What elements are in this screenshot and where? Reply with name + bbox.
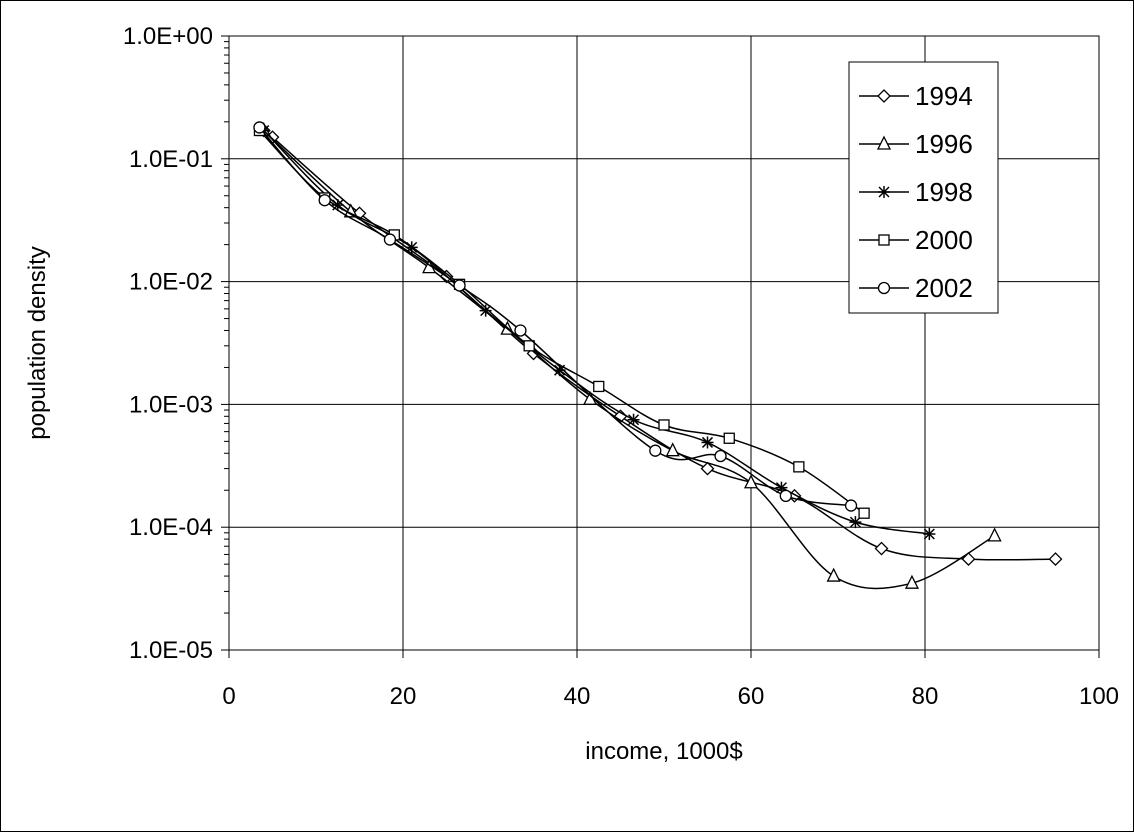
data-point-2002 (714, 449, 727, 463)
data-point-2002 (779, 489, 792, 503)
data-point-2002 (514, 324, 527, 337)
x-tick-label: 40 (564, 683, 591, 710)
data-point-2000 (593, 380, 605, 393)
x-tick-label: 60 (738, 683, 765, 710)
legend-marker-2000 (878, 234, 890, 246)
x-tick-label: 20 (390, 683, 417, 710)
axes-layer: 0 20 40 60 80 100 1.0E+00 1.0E-01 1.0E-02 1.0E-03… (123, 23, 1119, 710)
legend-label-1998: 1998 (915, 177, 973, 207)
data-point-1998 (701, 436, 714, 449)
x-tick-label: 100 (1079, 683, 1119, 710)
y-tick-label: 1.0E-04 (129, 514, 213, 541)
series-line-2000 (258, 129, 865, 514)
legend-marker-1994 (877, 89, 891, 103)
legend-label-2002: 2002 (915, 273, 973, 303)
data-point-2000 (523, 340, 535, 352)
data-point-2002 (649, 444, 662, 457)
data-point-1996 (665, 442, 680, 457)
data-point-1996 (904, 574, 920, 589)
series-line-2002 (258, 126, 852, 507)
data-point-2000 (858, 507, 870, 519)
data-point-2002 (383, 233, 397, 246)
series-line-1998 (263, 129, 930, 535)
data-point-1996 (987, 527, 1002, 542)
data-point-2002 (844, 499, 858, 512)
series-layer (253, 121, 1063, 590)
legend-label-2000: 2000 (915, 225, 973, 255)
legend-label-1996: 1996 (915, 129, 973, 159)
y-tick-label: 1.0E-03 (129, 391, 213, 418)
legend-marker-1998 (878, 186, 890, 198)
data-point-1998 (923, 528, 936, 541)
data-point-1998 (627, 413, 640, 426)
data-point-2002 (318, 194, 331, 207)
y-axis-title: population density (24, 246, 51, 439)
data-point-2002 (453, 279, 466, 292)
legend-marker-1996 (876, 135, 892, 150)
legend-box (848, 61, 999, 314)
data-point-2000 (658, 419, 670, 431)
legend: 1994 1996 1998 2000 2002 (848, 61, 999, 314)
data-point-1996 (826, 567, 841, 582)
x-tick-label: 80 (912, 683, 939, 710)
data-point-1994 (874, 541, 889, 556)
x-axis-title: income, 1000$ (585, 738, 742, 765)
y-tick-label: 1.0E-02 (129, 269, 213, 296)
y-tick-label: 1.0E-05 (129, 637, 213, 664)
x-tick-label: 0 (222, 683, 235, 710)
data-point-1996 (343, 203, 358, 218)
y-tick-label: 1.0E+00 (123, 23, 213, 50)
data-point-1996 (743, 474, 759, 489)
legend-marker-2002 (877, 281, 891, 295)
y-tick-label: 1.0E-01 (129, 146, 213, 173)
data-point-2000 (793, 461, 805, 473)
plot-area-border (228, 35, 1100, 651)
data-point-1994 (961, 552, 976, 567)
data-point-1994 (1048, 552, 1063, 567)
data-point-2000 (723, 432, 735, 444)
data-point-1994 (700, 461, 715, 476)
data-point-2002 (253, 121, 266, 134)
legend-label-1994: 1994 (915, 81, 973, 111)
